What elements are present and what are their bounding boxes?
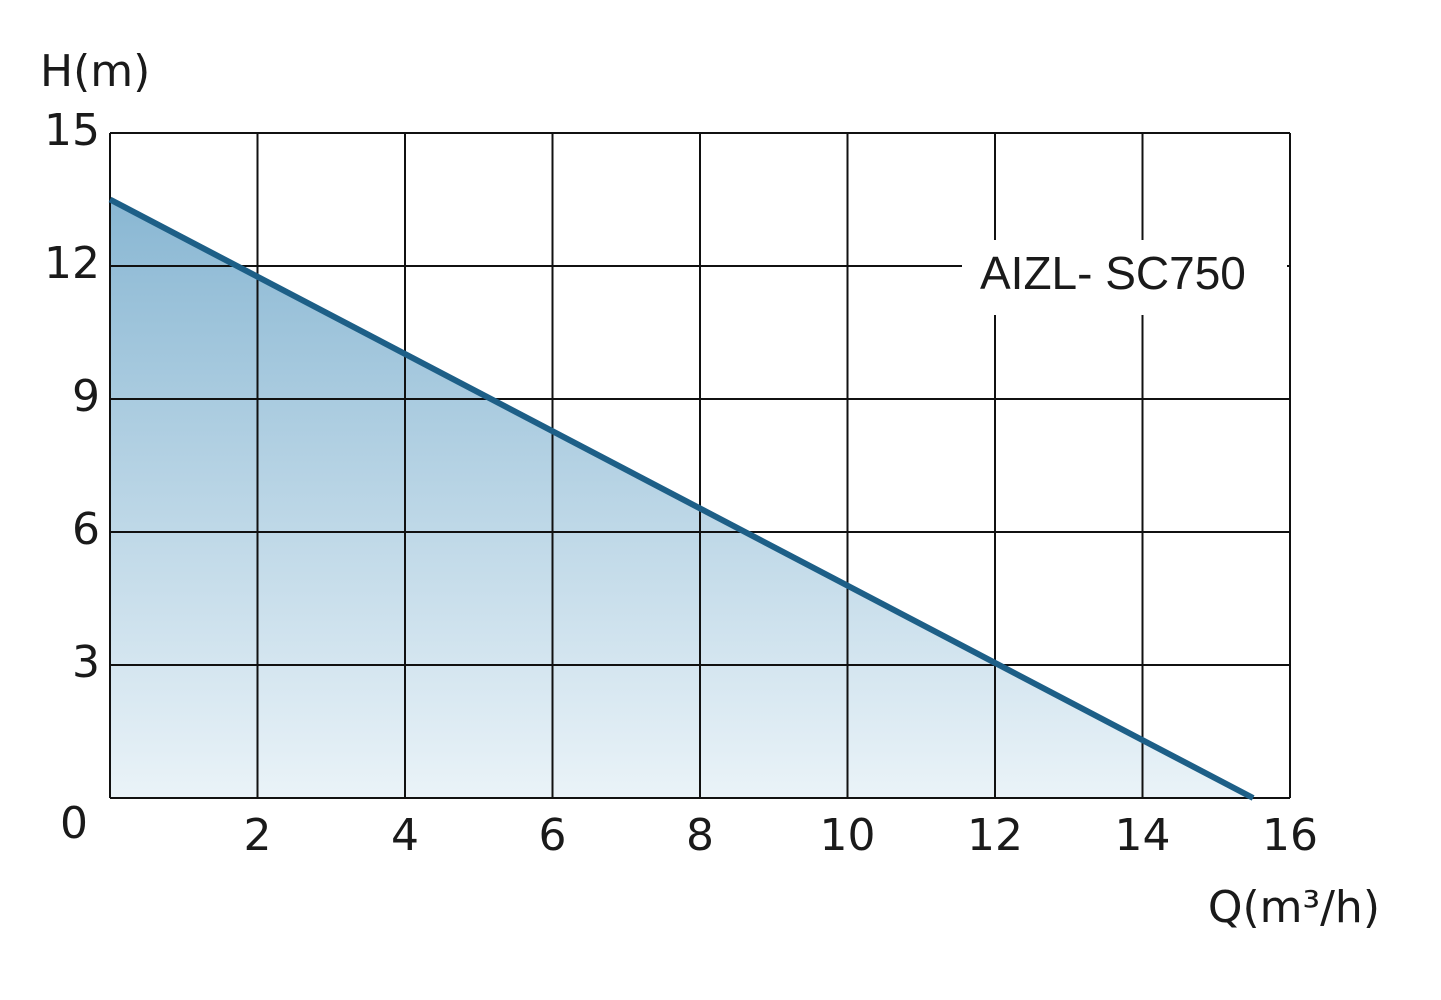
y-tick-label: 3 [72,637,100,688]
x-tick-label: 16 [1262,810,1318,861]
annotation: AIZL- SC750 [980,247,1246,299]
x-tick-label: 4 [391,810,419,861]
x-tick-label: 6 [539,810,567,861]
x-tick-label: 2 [244,810,272,861]
y-tick-label: 15 [44,105,100,156]
annotation-background [962,240,1287,315]
y-tick-label: 0 [60,798,88,849]
x-tick-label: 10 [820,810,876,861]
x-tick-label: 14 [1115,810,1171,861]
y-tick-label: 6 [72,504,100,555]
x-tick-label: 8 [686,810,714,861]
y-axis-label: H(m) [40,46,150,97]
curve [108,196,1255,801]
x-axis-label: Q(m³/h) [1208,882,1380,933]
x-tick-label: 12 [967,810,1023,861]
y-tick-label: 12 [44,238,100,289]
y-tick-label: 9 [72,371,100,422]
